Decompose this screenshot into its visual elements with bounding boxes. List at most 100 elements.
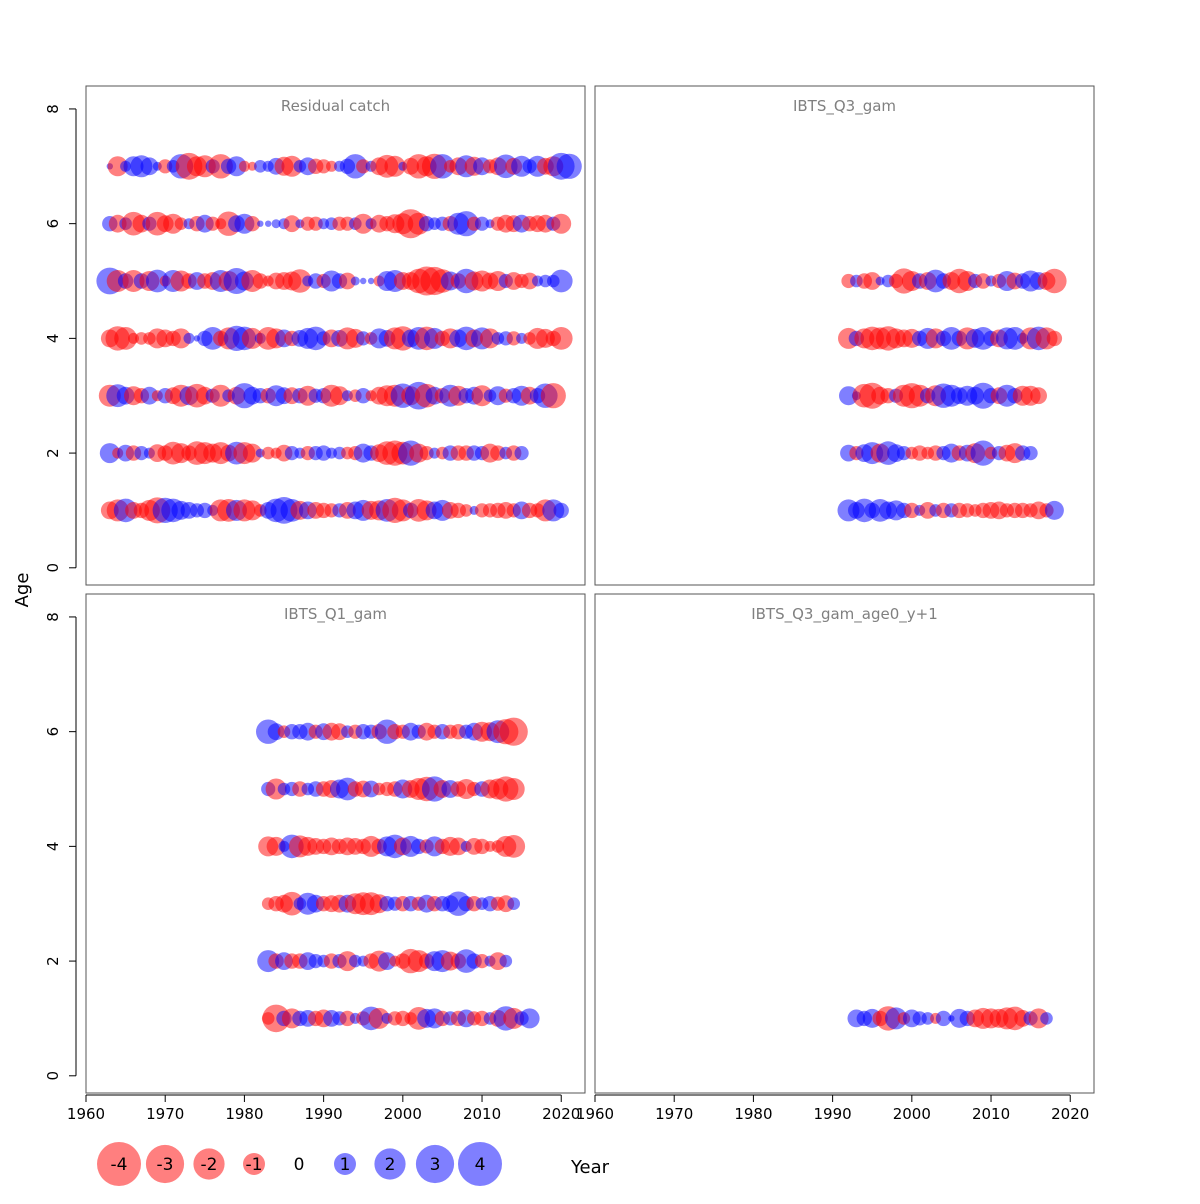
- residual-bubble: [99, 443, 120, 464]
- residual-bubble: [921, 1012, 934, 1025]
- residual-bubble: [549, 269, 573, 293]
- legend-label: 3: [430, 1155, 441, 1175]
- residual-bubble: [430, 154, 455, 179]
- residual-bubble: [242, 443, 262, 463]
- y-tick-label: 8: [44, 612, 62, 622]
- residual-bubble: [356, 159, 371, 174]
- panel-title: Residual catch: [281, 97, 390, 115]
- residual-bubble: [183, 332, 195, 344]
- x-tick-label: 1980: [225, 1105, 263, 1123]
- residual-bubble: [330, 386, 349, 406]
- x-axis-title: Year: [570, 1157, 610, 1178]
- legend-bubble: [374, 1148, 406, 1180]
- residual-bubble: [1044, 500, 1064, 520]
- x-tick-label: 2010: [463, 1105, 501, 1123]
- residual-bubble: [970, 440, 996, 466]
- residual-bubble: [499, 717, 528, 746]
- residual-bubble: [349, 954, 362, 968]
- y-tick-label: 0: [44, 563, 62, 573]
- x-tick-label: 1990: [814, 1105, 852, 1123]
- residual-bubble: [350, 276, 360, 286]
- residual-bubble: [140, 386, 159, 405]
- residual-bubble: [368, 1007, 390, 1029]
- x-tick-label: 1960: [576, 1105, 614, 1123]
- panel-frame: [85, 593, 586, 1094]
- x-tick-label: 2010: [972, 1105, 1010, 1123]
- residual-bubble: [107, 156, 128, 177]
- residual-bubble: [1040, 1012, 1053, 1025]
- y-tick-label: 2: [44, 956, 62, 966]
- legend-label: 4: [475, 1155, 486, 1175]
- panel-title: IBTS_Q3_gam: [793, 97, 896, 116]
- legend-label: 2: [385, 1155, 396, 1175]
- residual-bubble: [474, 954, 490, 969]
- residual-bubble: [140, 157, 159, 176]
- y-tick-label: 2: [44, 448, 62, 458]
- residual-bubble: [205, 216, 220, 231]
- x-tick-label: 1970: [146, 1105, 184, 1123]
- residual-bubble: [502, 835, 526, 858]
- y-tick-label: 6: [44, 727, 62, 737]
- y-tick-label: 8: [44, 104, 62, 114]
- residual-bubble: [935, 1010, 952, 1027]
- residual-bubble: [507, 897, 520, 910]
- residual-bubble: [308, 216, 323, 231]
- residual-bubble: [549, 327, 573, 350]
- residual-bubble: [419, 446, 434, 461]
- y-tick-label: 0: [44, 1071, 62, 1081]
- legend-bubble: [243, 1153, 265, 1175]
- residual-bubble: [1046, 330, 1063, 347]
- residual-bubble: [863, 272, 882, 290]
- residual-bubble: [288, 269, 312, 293]
- residual-bubble: [353, 213, 374, 234]
- residual-bubble: [502, 778, 525, 800]
- residual-bubble: [174, 217, 188, 230]
- residual-bubble: [257, 220, 264, 227]
- x-tick-label: 2020: [542, 1105, 580, 1123]
- panel-frame: [594, 593, 1095, 1094]
- residual-bubble: [355, 388, 371, 404]
- panel-frame: [85, 85, 586, 586]
- residual-bubble: [283, 215, 301, 233]
- residual-bubble: [244, 216, 260, 232]
- x-tick-label: 2020: [1051, 1105, 1089, 1123]
- residual-bubble: [367, 277, 375, 285]
- legend-bubble: [97, 1142, 141, 1186]
- y-tick-label: 4: [44, 842, 62, 852]
- residual-bubble: [266, 836, 286, 856]
- residual-bubble: [226, 156, 247, 177]
- residual-bubble: [556, 153, 582, 179]
- residual-bubble: [271, 219, 281, 229]
- y-tick-label: 4: [44, 334, 62, 344]
- residual-bubble: [197, 502, 213, 519]
- residual-bubble: [171, 328, 191, 349]
- legend-label: 1: [340, 1155, 351, 1175]
- legend-label: -1: [246, 1155, 263, 1175]
- residual-bubble: [238, 160, 250, 172]
- legend-bubble: [193, 1148, 225, 1180]
- x-tick-label: 2000: [384, 1105, 422, 1123]
- panel-title: IBTS_Q1_gam: [284, 605, 387, 624]
- legend-label: 0: [294, 1155, 305, 1175]
- residual-bubble: [378, 952, 396, 970]
- residual-bubble: [339, 272, 356, 290]
- residual-bubble: [540, 383, 566, 409]
- residual-bubble: [360, 277, 367, 285]
- residual-bubble: [506, 331, 521, 346]
- panel-frames: [85, 85, 1095, 1094]
- residual-bubble: [1042, 268, 1067, 294]
- panel-title: IBTS_Q3_gam_age0_y+1: [751, 605, 938, 624]
- legend-bubble: [415, 1144, 455, 1184]
- residual-bubble: [253, 160, 267, 173]
- residual-bubble: [1003, 327, 1027, 350]
- residual-bubble: [265, 220, 272, 227]
- legend-label: -4: [111, 1155, 128, 1175]
- residual-bubble: [449, 837, 468, 856]
- residual-bubble: [339, 1010, 356, 1027]
- size-legend: -4 -3 -2 -1 0 1 2 3 4: [97, 1142, 502, 1186]
- residual-bubble: [975, 273, 991, 289]
- panel-frame: [594, 85, 1095, 586]
- residual-bubble: [514, 446, 529, 461]
- residual-bubble: [519, 1008, 540, 1029]
